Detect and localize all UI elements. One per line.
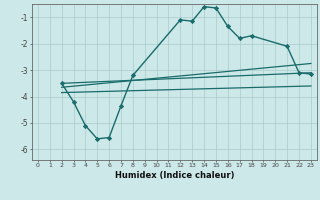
X-axis label: Humidex (Indice chaleur): Humidex (Indice chaleur) bbox=[115, 171, 234, 180]
